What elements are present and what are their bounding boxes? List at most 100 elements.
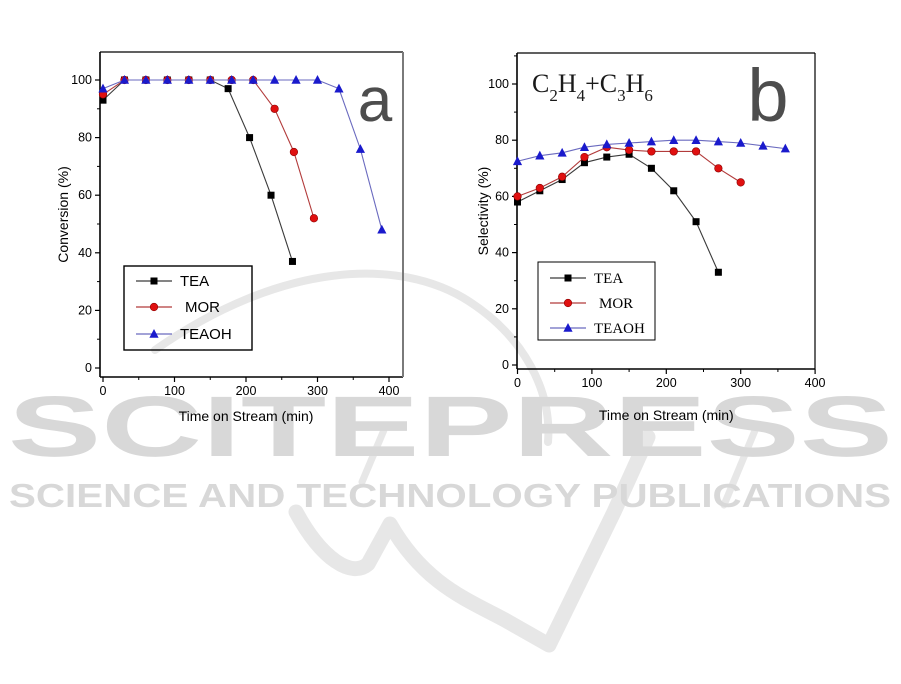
data-point-marker-square <box>150 277 158 285</box>
x-tick-label: 200 <box>656 376 677 390</box>
data-point-marker-circle <box>309 214 319 223</box>
data-point-marker-triangle <box>291 75 301 84</box>
legend-box <box>123 265 253 351</box>
data-point-marker-circle <box>289 147 299 157</box>
watermark-title: SCITEPRESS <box>8 379 893 475</box>
data-point-marker-square <box>246 134 254 142</box>
data-point-marker-triangle <box>98 83 108 93</box>
x-tick-label: 400 <box>805 376 826 390</box>
data-point-marker-circle <box>563 298 573 308</box>
annotation-formula: C2H4+C3H6 <box>532 69 653 105</box>
data-point-marker-square <box>625 150 633 158</box>
data-point-marker-circle <box>580 152 589 162</box>
data-point-marker-triangle <box>149 329 159 338</box>
x-tick-label: 400 <box>379 384 400 398</box>
data-point-marker-triangle <box>312 75 323 84</box>
x-tick-label: 100 <box>581 376 602 390</box>
y-tick-label: 40 <box>495 246 509 260</box>
watermark-logo-shape <box>288 429 656 653</box>
data-point-marker-triangle <box>162 75 172 84</box>
panel-letter-a: a <box>358 66 393 135</box>
legend-box <box>537 261 656 341</box>
data-point-marker-triangle <box>563 323 573 332</box>
data-point-marker-triangle <box>736 138 746 147</box>
data-point-marker-triangle <box>184 75 194 84</box>
series-line-TEA <box>517 153 719 273</box>
x-tick-label: 0 <box>514 376 521 390</box>
data-point-marker-square <box>714 268 722 276</box>
data-point-marker-triangle <box>334 83 344 93</box>
watermark-logo-shape <box>358 426 388 486</box>
chart-panel-a: 0 100 200 300 400 0 20 40 60 80 100 Time on Stream … <box>55 51 404 424</box>
data-point-marker-triangle <box>646 136 657 146</box>
y-tick-label: 60 <box>78 188 92 202</box>
data-point-marker-triangle <box>691 135 701 144</box>
y-tick-label: 20 <box>78 303 92 317</box>
data-point-marker-square <box>224 85 232 93</box>
data-point-marker-triangle <box>227 75 237 84</box>
data-point-marker-triangle <box>119 75 130 84</box>
data-point-marker-square <box>514 198 521 206</box>
y-tick-label: 40 <box>78 246 92 260</box>
legend-a: TEA MOR TEAOH <box>123 265 253 351</box>
y-tick-label: 100 <box>71 73 92 87</box>
data-point-marker-square <box>692 218 700 226</box>
data-point-marker-circle <box>558 172 567 181</box>
data-point-marker-circle <box>691 147 701 156</box>
data-point-marker-triangle <box>248 75 258 84</box>
data-point-marker-triangle <box>713 136 723 146</box>
x-tick-label: 200 <box>236 384 257 398</box>
data-point-marker-triangle <box>270 75 280 84</box>
y-tick-label: 0 <box>85 361 92 375</box>
data-point-marker-square <box>99 96 107 104</box>
legend-label-TEAOH: TEAOH <box>594 321 645 337</box>
legend-b: TEA MOR TEAOH <box>537 261 656 341</box>
x-tick-label: 300 <box>730 376 751 390</box>
x-tick-label: 0 <box>100 384 107 398</box>
legend-label-TEA: TEA <box>594 271 623 287</box>
data-point-marker-circle <box>736 178 745 187</box>
panel-letter-b: b <box>747 54 788 137</box>
data-point-marker-square <box>603 153 611 161</box>
watermark-logo-shape <box>151 269 553 446</box>
data-point-marker-square <box>580 159 588 167</box>
data-point-marker-triangle <box>758 140 768 150</box>
legend-label-TEAOH: TEAOH <box>180 326 232 343</box>
data-point-marker-circle <box>149 302 159 312</box>
data-point-marker-triangle <box>669 135 679 144</box>
data-point-marker-circle <box>714 164 723 173</box>
data-point-marker-triangle <box>579 142 590 152</box>
y-tick-label: 100 <box>488 77 509 91</box>
data-point-marker-triangle <box>377 224 387 234</box>
x-tick-label: 300 <box>307 384 328 398</box>
data-point-marker-circle <box>647 147 656 156</box>
data-point-marker-triangle <box>355 144 365 153</box>
y-tick-label: 20 <box>495 302 509 316</box>
data-point-marker-circle <box>513 192 522 201</box>
y-tick-label: 0 <box>502 358 509 372</box>
legend-label-MOR: MOR <box>599 296 633 312</box>
data-point-marker-triangle <box>602 139 612 149</box>
data-point-marker-triangle <box>512 156 523 166</box>
data-point-marker-square <box>267 191 275 199</box>
y-axis-title: Selectivity (%) <box>475 167 491 256</box>
x-tick-label: 100 <box>164 384 185 398</box>
data-point-marker-triangle <box>205 75 215 84</box>
data-point-marker-triangle <box>535 150 545 160</box>
chart-panel-b: 0 100 200 300 400 0 20 40 60 80 100 Time on Stream … <box>475 52 826 423</box>
legend-label-TEA: TEA <box>180 273 209 290</box>
watermark-logo-shape <box>720 424 760 509</box>
series-line-TEAOH <box>102 79 383 230</box>
data-point-marker-triangle <box>780 143 790 153</box>
data-point-marker-circle <box>535 183 544 193</box>
data-point-marker-triangle <box>624 138 634 147</box>
data-point-marker-triangle <box>557 147 567 157</box>
y-axis-title: Conversion (%) <box>55 166 71 262</box>
x-axis-title: Time on Stream (min) <box>179 408 314 424</box>
series-line-TEA <box>102 79 293 262</box>
data-point-marker-square <box>647 164 655 172</box>
y-tick-label: 80 <box>78 131 92 145</box>
